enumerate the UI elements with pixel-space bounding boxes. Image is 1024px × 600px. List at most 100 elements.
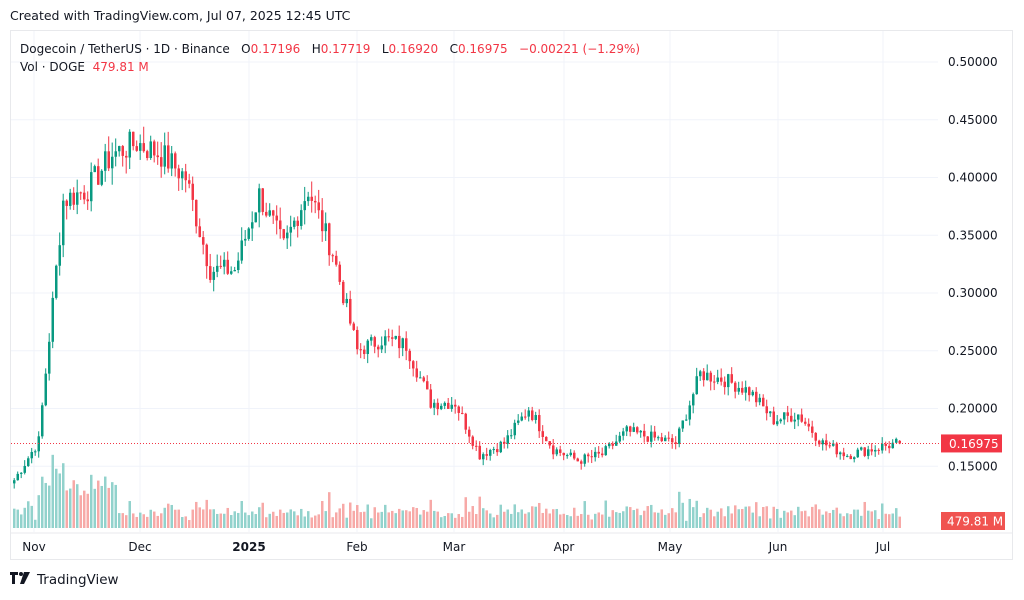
- candle[interactable]: [468, 426, 471, 444]
- candle[interactable]: [555, 447, 559, 457]
- candle[interactable]: [83, 185, 86, 205]
- candle[interactable]: [674, 436, 678, 450]
- candle[interactable]: [692, 392, 695, 414]
- candle[interactable]: [188, 173, 191, 189]
- candle[interactable]: [531, 406, 534, 422]
- candle[interactable]: [779, 418, 783, 424]
- candle[interactable]: [835, 441, 839, 458]
- candle[interactable]: [300, 204, 303, 230]
- candle[interactable]: [765, 399, 769, 421]
- candle[interactable]: [492, 446, 496, 454]
- candle[interactable]: [34, 449, 37, 456]
- candle[interactable]: [132, 131, 135, 151]
- candle[interactable]: [135, 140, 139, 152]
- candle[interactable]: [41, 402, 44, 439]
- candle[interactable]: [839, 451, 842, 460]
- candle[interactable]: [272, 209, 275, 224]
- candle[interactable]: [513, 419, 517, 440]
- candle[interactable]: [352, 321, 356, 331]
- candle[interactable]: [387, 328, 391, 342]
- candle[interactable]: [268, 203, 272, 217]
- candle[interactable]: [412, 360, 415, 377]
- candle[interactable]: [632, 422, 636, 433]
- candle[interactable]: [615, 434, 618, 446]
- chart-frame[interactable]: [10, 30, 1013, 560]
- candle[interactable]: [310, 181, 314, 213]
- candle[interactable]: [314, 195, 317, 214]
- candle[interactable]: [541, 425, 545, 444]
- candle[interactable]: [342, 280, 345, 306]
- candle[interactable]: [874, 445, 877, 457]
- candle[interactable]: [562, 452, 566, 461]
- candle[interactable]: [643, 423, 646, 443]
- candle[interactable]: [597, 446, 601, 458]
- candle[interactable]: [891, 439, 895, 449]
- candle[interactable]: [377, 344, 380, 358]
- candle[interactable]: [62, 193, 65, 258]
- candle[interactable]: [321, 198, 324, 242]
- candle[interactable]: [160, 142, 163, 178]
- candle[interactable]: [611, 441, 615, 450]
- candle[interactable]: [884, 441, 888, 451]
- candle[interactable]: [244, 230, 247, 247]
- candle[interactable]: [758, 393, 762, 406]
- candle[interactable]: [517, 414, 520, 426]
- candle[interactable]: [527, 407, 531, 422]
- candle[interactable]: [153, 139, 156, 163]
- candle[interactable]: [825, 433, 828, 451]
- candle[interactable]: [202, 231, 205, 255]
- candle[interactable]: [639, 430, 643, 438]
- candle[interactable]: [338, 261, 342, 285]
- candle[interactable]: [394, 335, 398, 340]
- candle[interactable]: [328, 222, 331, 266]
- candle[interactable]: [503, 437, 506, 449]
- candle[interactable]: [720, 368, 723, 386]
- candle[interactable]: [583, 453, 587, 467]
- candle[interactable]: [139, 134, 142, 160]
- candle[interactable]: [860, 446, 863, 451]
- candle[interactable]: [384, 330, 387, 354]
- candle[interactable]: [149, 135, 153, 160]
- candle[interactable]: [216, 254, 219, 278]
- candle[interactable]: [671, 434, 674, 449]
- candle[interactable]: [27, 456, 30, 467]
- candle[interactable]: [359, 343, 363, 359]
- candle[interactable]: [30, 447, 34, 464]
- candle[interactable]: [548, 441, 552, 449]
- candle[interactable]: [275, 205, 279, 235]
- candle[interactable]: [454, 399, 457, 414]
- candle[interactable]: [58, 232, 62, 276]
- candle[interactable]: [713, 375, 716, 391]
- candle[interactable]: [251, 211, 254, 241]
- candle[interactable]: [317, 189, 321, 219]
- candle[interactable]: [191, 176, 195, 212]
- candle[interactable]: [755, 387, 758, 407]
- candle[interactable]: [48, 333, 51, 381]
- candle[interactable]: [499, 440, 503, 454]
- candle[interactable]: [762, 394, 765, 407]
- candle[interactable]: [776, 415, 779, 427]
- candle[interactable]: [223, 252, 226, 275]
- candle[interactable]: [580, 459, 583, 470]
- candle[interactable]: [727, 373, 730, 396]
- candle[interactable]: [730, 367, 734, 384]
- candle[interactable]: [811, 420, 814, 438]
- candle[interactable]: [443, 401, 447, 410]
- candle[interactable]: [807, 418, 811, 432]
- candle[interactable]: [279, 207, 282, 239]
- candle[interactable]: [254, 212, 258, 223]
- candle[interactable]: [51, 291, 55, 349]
- candle[interactable]: [646, 435, 650, 443]
- candle[interactable]: [258, 183, 261, 228]
- candle[interactable]: [681, 420, 685, 432]
- candle[interactable]: [97, 158, 100, 185]
- candle[interactable]: [419, 371, 422, 379]
- candle[interactable]: [723, 376, 727, 395]
- candle[interactable]: [475, 440, 478, 452]
- candle[interactable]: [601, 447, 604, 458]
- candle[interactable]: [702, 368, 706, 387]
- candle[interactable]: [482, 452, 485, 466]
- candle[interactable]: [240, 227, 244, 264]
- candle[interactable]: [559, 445, 562, 457]
- candle[interactable]: [863, 447, 867, 458]
